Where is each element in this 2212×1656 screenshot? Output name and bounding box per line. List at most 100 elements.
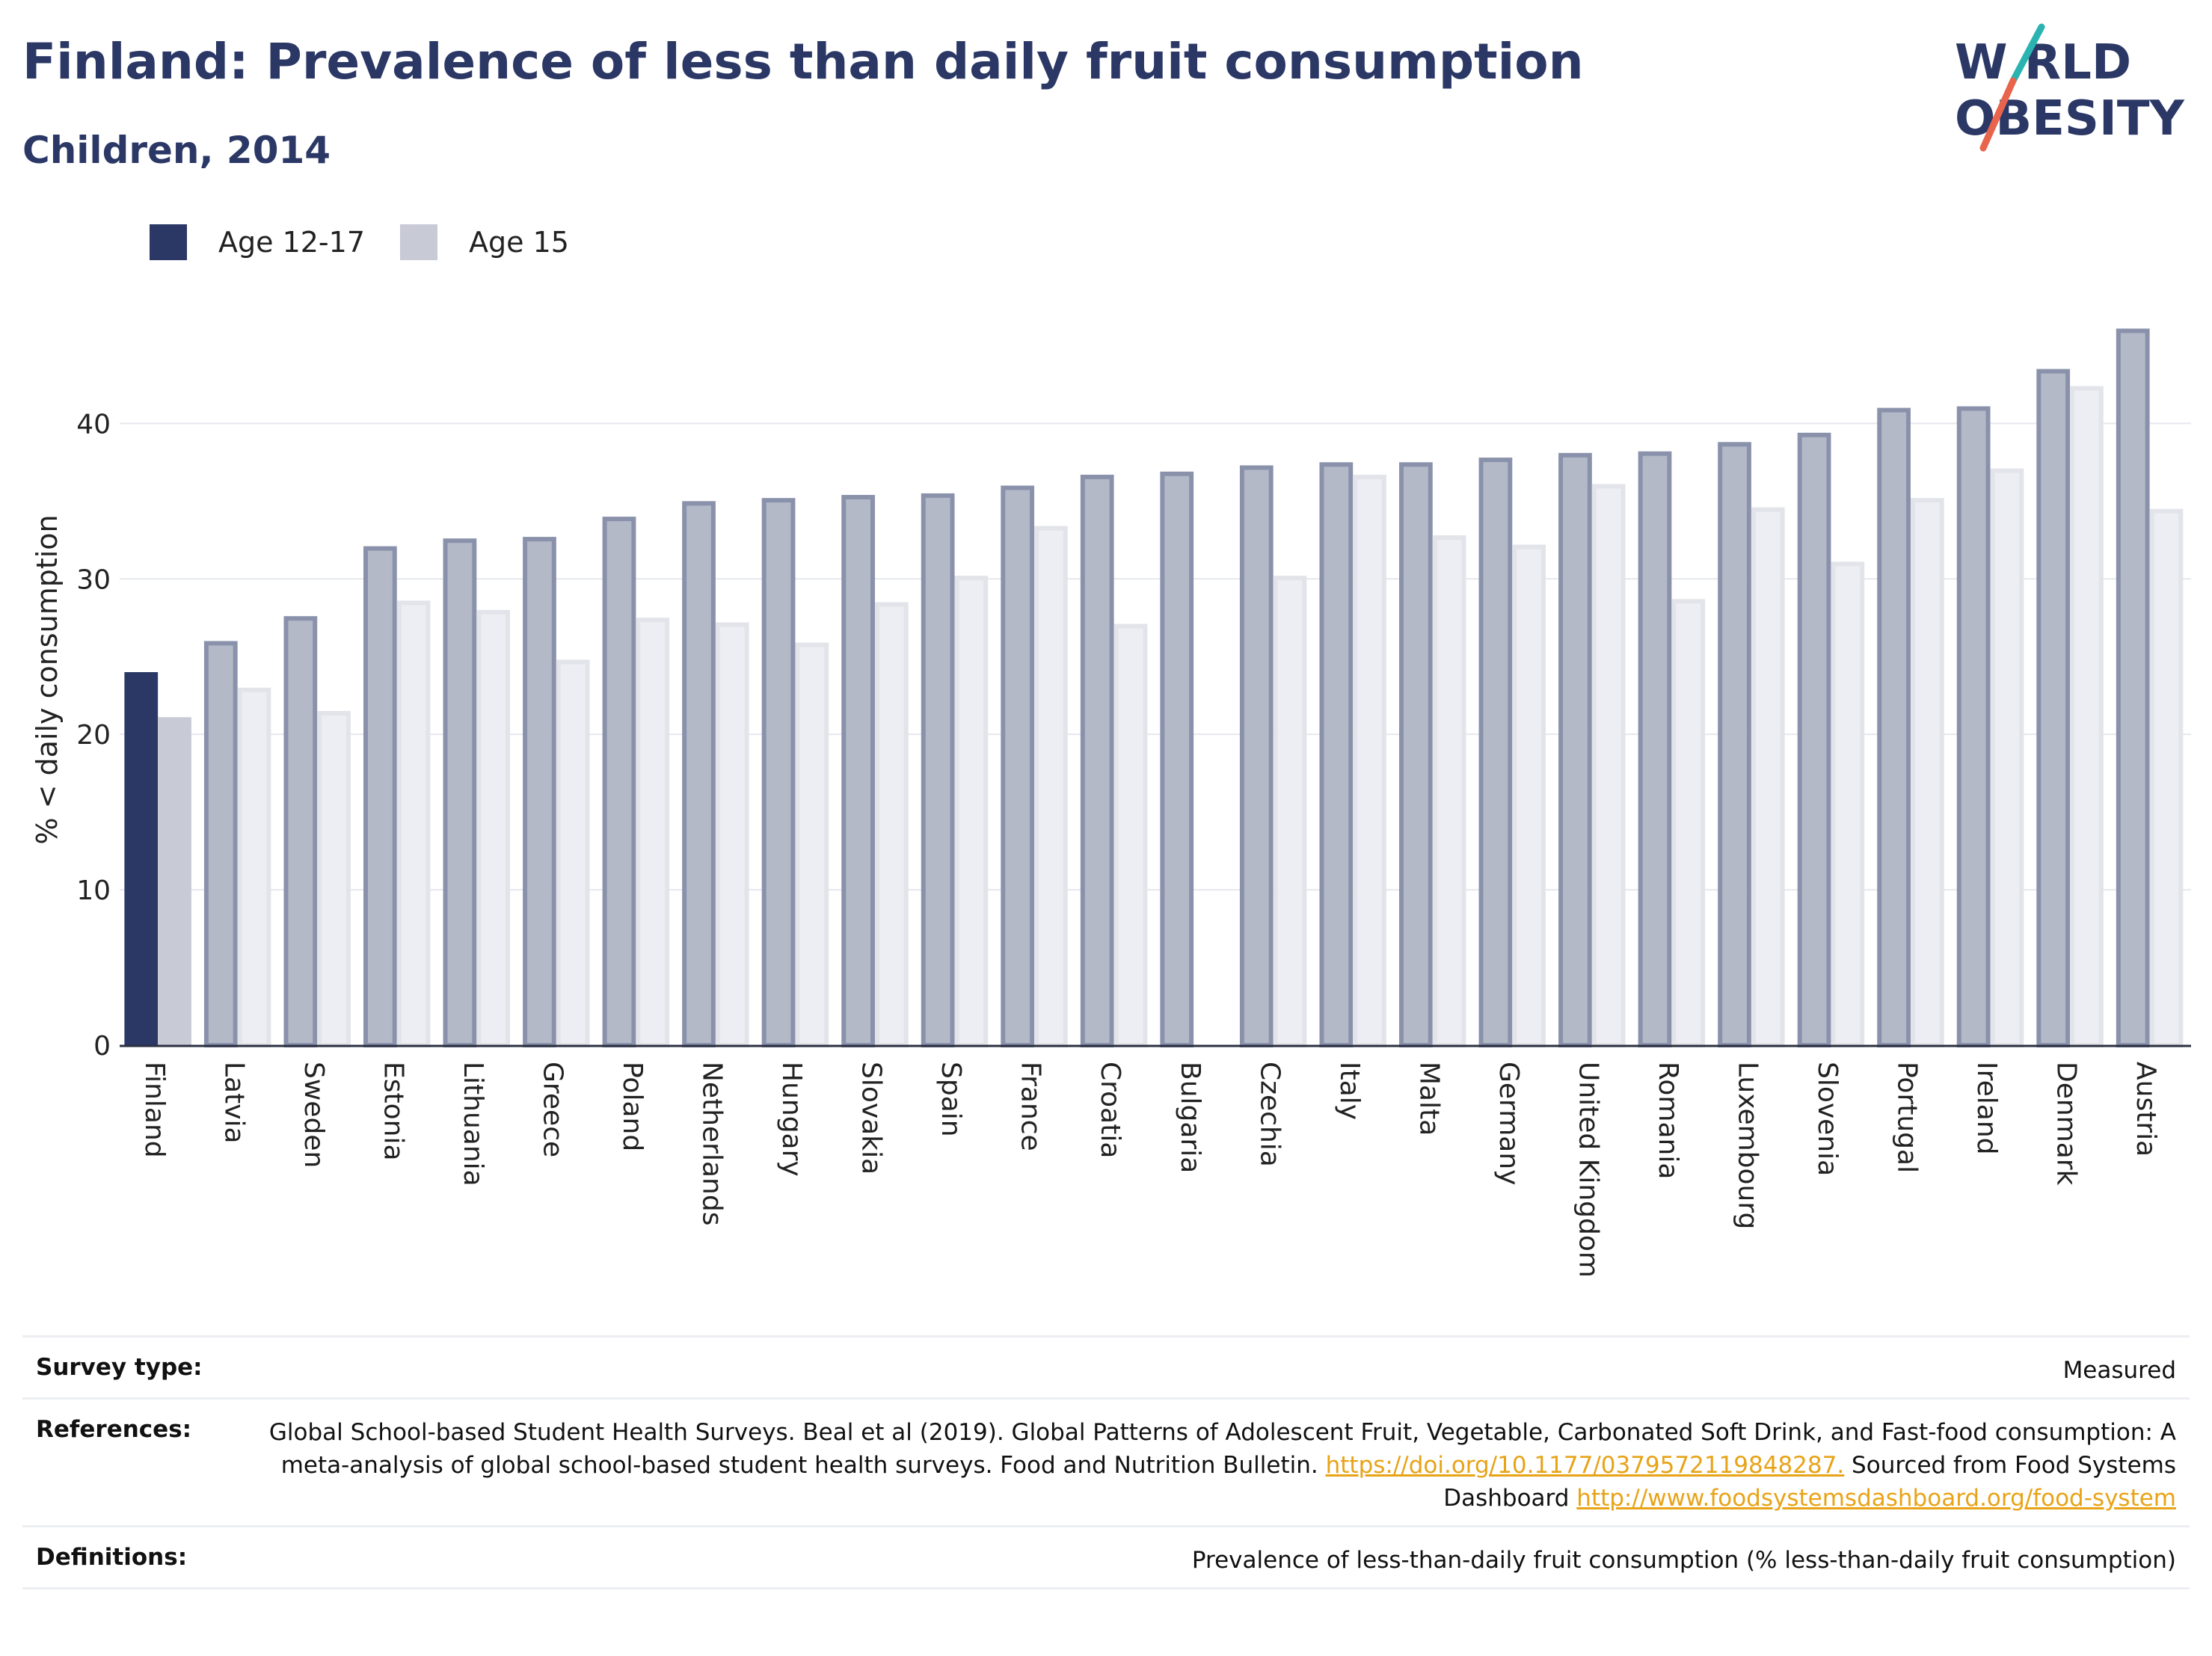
bar-age-15[interactable]	[1113, 624, 1148, 1047]
legend-label-age-12-17: Age 12-17	[218, 226, 365, 259]
chart-subtitle: Children, 2014	[22, 129, 331, 172]
x-tick-label: Denmark	[2051, 1062, 2082, 1186]
x-tick-label: France	[1016, 1062, 1046, 1151]
bar-age-12-17[interactable]	[363, 546, 397, 1047]
x-tick-label: Malta	[1413, 1062, 1444, 1136]
bar-age-15[interactable]	[874, 602, 909, 1047]
x-tick-label: Luxembourg	[1733, 1062, 1763, 1229]
bar-age-12-17[interactable]	[602, 517, 636, 1047]
x-tick-label: Netherlands	[697, 1062, 728, 1225]
bar-age-12-17[interactable]	[203, 641, 238, 1047]
references-source-text: Sourced from Food Systems Dashboard	[1443, 1452, 2176, 1512]
legend-swatch-age-12-17	[150, 224, 187, 260]
world-obesity-logo: W RLD OBESITY	[1955, 23, 2184, 152]
x-tick-label: Ireland	[1971, 1062, 2002, 1155]
bar-age-12-17[interactable]	[1956, 406, 1991, 1047]
x-tick-label: Hungary	[776, 1062, 807, 1177]
x-tick-label: Bulgaria	[1175, 1062, 1205, 1173]
bar-age-15[interactable]	[795, 642, 829, 1047]
bar-age-12-17[interactable]	[682, 501, 716, 1047]
x-tick-label: Sweden	[298, 1062, 329, 1168]
bar-chart: 0 10 20 30 40 Finland Latvia Sweden Estonia Lith…	[31, 328, 2191, 1278]
bar-age-15[interactable]	[1432, 535, 1466, 1047]
bar-age-15[interactable]	[556, 659, 590, 1047]
bar-age-15[interactable]	[1831, 561, 1865, 1047]
bar-age-12-17[interactable]	[1558, 452, 1592, 1047]
bar-age-15[interactable]	[715, 622, 749, 1047]
x-tick-label: Austria	[2130, 1062, 2161, 1157]
bar-age-15[interactable]	[1273, 576, 1307, 1047]
bar-age-12-17[interactable]	[1877, 407, 1911, 1047]
bar-age-15[interactable]	[1990, 468, 2024, 1047]
bar-age-12-17[interactable]	[1080, 474, 1114, 1047]
bar-age-15[interactable]	[1671, 599, 1706, 1047]
x-tick-label: Romania	[1653, 1062, 1683, 1179]
bar-age-12-17[interactable]	[443, 538, 477, 1047]
x-tick-label: Italy	[1334, 1062, 1365, 1120]
bar-age-15[interactable]	[237, 687, 271, 1048]
bar-age-12-17[interactable]	[1718, 442, 1751, 1047]
legend-swatch-age-15	[400, 224, 437, 260]
references-key: References:	[36, 1416, 192, 1443]
x-tick-label: Estonia	[378, 1062, 408, 1161]
x-tick-label: Spain	[936, 1062, 966, 1137]
y-tick-label: 20	[76, 720, 111, 751]
x-tick-label: Croatia	[1095, 1062, 1125, 1158]
x-tick-label: Latvia	[218, 1062, 249, 1144]
chart-title: Finland: Prevalence of less than daily f…	[22, 33, 1584, 90]
bar-age-12-17[interactable]	[124, 672, 159, 1045]
survey-type-value: Measured	[2062, 1357, 2176, 1384]
bar-age-15[interactable]	[2070, 386, 2104, 1047]
bar-age-12-17[interactable]	[1239, 465, 1274, 1047]
doi-link[interactable]: https://doi.org/10.1177/0379572119848287…	[1325, 1452, 1845, 1479]
bar-age-15[interactable]	[396, 600, 431, 1047]
bar-age-15[interactable]	[317, 710, 351, 1048]
x-tick-label: Greece	[537, 1062, 568, 1157]
bar-age-15[interactable]	[476, 609, 511, 1047]
bar-age-15[interactable]	[2149, 508, 2184, 1047]
x-axis-labels: Finland Latvia Sweden Estonia Lithuania Greec…	[139, 1062, 2161, 1278]
bar-age-12-17[interactable]	[2036, 369, 2071, 1047]
bar-age-15[interactable]	[1591, 484, 1626, 1047]
bar-age-12-17[interactable]	[841, 494, 875, 1047]
bar-age-15[interactable]	[636, 618, 670, 1047]
definitions-value: Prevalence of less-than-daily fruit cons…	[1191, 1547, 2176, 1574]
survey-type-key: Survey type:	[36, 1354, 203, 1381]
bar-age-12-17[interactable]	[1160, 471, 1194, 1047]
bar-age-15[interactable]	[1910, 498, 1944, 1047]
bar-age-15[interactable]	[1751, 507, 1785, 1047]
references-text: Global School-based Student Health Surve…	[268, 1419, 2176, 1479]
bar-age-15[interactable]	[1353, 474, 1386, 1047]
x-tick-label: Poland	[617, 1062, 648, 1151]
x-tick-label: United Kingdom	[1573, 1062, 1603, 1278]
bar-age-12-17[interactable]	[1797, 432, 1831, 1047]
bar-age-12-17[interactable]	[921, 493, 955, 1047]
bar-age-15[interactable]	[1034, 526, 1068, 1047]
info-row-survey-type: Survey type: Measured	[22, 1336, 2190, 1399]
y-tick-label: 30	[76, 564, 111, 595]
bar-age-15[interactable]	[158, 717, 191, 1045]
x-tick-label: Finland	[139, 1062, 170, 1158]
food-systems-dashboard-link[interactable]: http://www.foodsystemsdashboard.org/food…	[1576, 1485, 2176, 1512]
bar-age-12-17[interactable]	[2116, 328, 2150, 1048]
bar-age-12-17[interactable]	[283, 616, 318, 1047]
legend-item-age-15[interactable]: Age 15	[400, 223, 569, 262]
bar-age-12-17[interactable]	[1478, 458, 1513, 1047]
y-axis-label: % < daily consumption	[31, 514, 64, 844]
bar-age-12-17[interactable]	[1399, 462, 1433, 1047]
logo-text-world: W RLD	[1955, 35, 2131, 90]
bar-age-12-17[interactable]	[1319, 462, 1354, 1047]
y-tick-label: 10	[76, 875, 111, 906]
bar-age-12-17[interactable]	[1001, 485, 1035, 1047]
definitions-key: Definitions:	[36, 1544, 188, 1571]
info-table: Survey type: Measured References: Global…	[22, 1335, 2190, 1589]
bar-age-12-17[interactable]	[761, 498, 796, 1047]
bar-age-12-17[interactable]	[1638, 451, 1672, 1047]
legend-item-age-12-17[interactable]: Age 12-17	[150, 223, 365, 262]
references-value: Global School-based Student Health Surve…	[260, 1399, 2190, 1527]
y-axis-ticks: 0 10 20 30 40	[76, 409, 111, 1062]
bar-age-12-17[interactable]	[523, 537, 556, 1047]
bar-age-15[interactable]	[1512, 544, 1546, 1047]
bar-age-15[interactable]	[954, 576, 989, 1047]
x-tick-label: Slovenia	[1812, 1062, 1843, 1176]
